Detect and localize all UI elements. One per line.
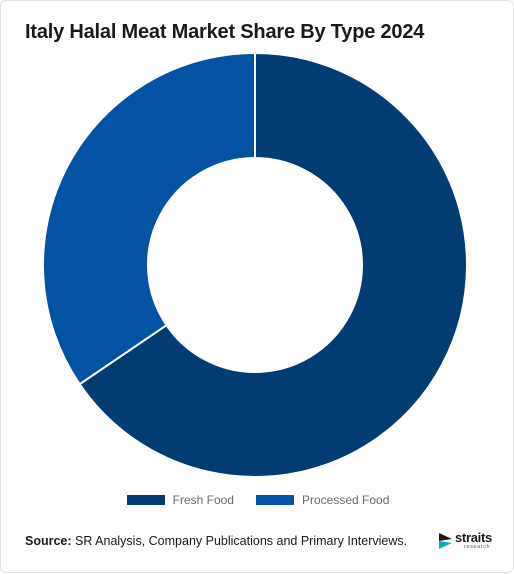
logo-subtext: research — [464, 544, 491, 550]
legend-label-processed-food: Processed Food — [301, 493, 390, 507]
chart-legend: Fresh Food Processed Food — [1, 493, 514, 507]
logo-wordmark: straits — [455, 530, 492, 545]
slice-fresh-food[interactable] — [78, 51, 468, 478]
legend-swatch-processed-food — [255, 495, 294, 505]
legend-item-fresh-food[interactable]: Fresh Food — [126, 493, 234, 507]
logo-arrow-icon — [439, 533, 452, 549]
legend-label-fresh-food: Fresh Food — [172, 493, 234, 507]
legend-item-processed-food[interactable]: Processed Food — [255, 493, 390, 507]
source-label: Source: — [25, 534, 72, 548]
source-note: Source: SR Analysis, Company Publication… — [25, 534, 407, 548]
legend-swatch-fresh-food — [126, 495, 165, 505]
chart-title: Italy Halal Meat Market Share By Type 20… — [25, 21, 425, 43]
slice-processed-food[interactable] — [42, 51, 256, 386]
source-text: SR Analysis, Company Publications and Pr… — [71, 534, 408, 548]
straits-research-logo: straits research — [438, 530, 494, 552]
